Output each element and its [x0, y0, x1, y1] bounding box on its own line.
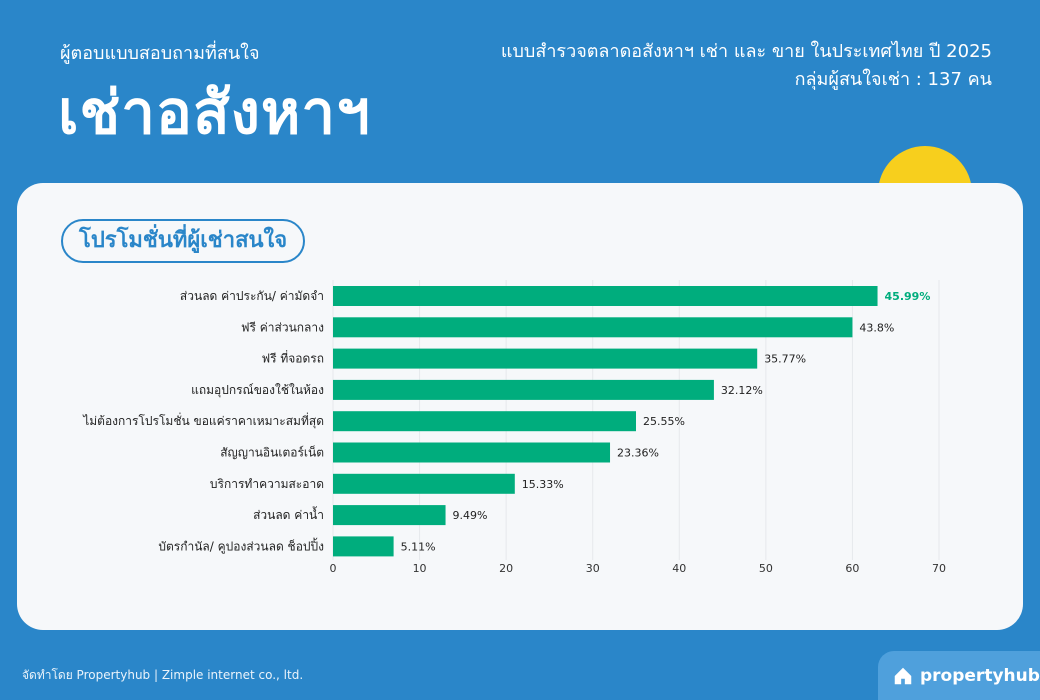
x-tick-label: 20: [499, 562, 513, 575]
category-label: ไม่ต้องการโปรโมชั่น ขอแค่ราคาเหมาะสมที่ส…: [82, 412, 324, 429]
x-tick-label: 40: [672, 562, 686, 575]
data-label: 25.55%: [643, 415, 685, 428]
bar: [333, 317, 853, 338]
x-tick-label: 0: [330, 562, 337, 575]
section-pill: โปรโมชั่นที่ผู้เช่าสนใจ: [61, 219, 306, 263]
chart-card: โปรโมชั่นที่ผู้เช่าสนใจ: [17, 183, 1023, 630]
header-info: แบบสำรวจตลาดอสังหาฯ เช่า และ ขาย ในประเท…: [501, 38, 992, 94]
category-label: สัญญานอินเตอร์เน็ต: [220, 445, 324, 460]
header-subtitle: ผู้ตอบแบบสอบถามที่สนใจ: [60, 43, 260, 64]
category-label: บริการทำความสะอาด: [210, 477, 324, 491]
house-logo-icon: [894, 667, 912, 684]
data-label: 5.11%: [401, 540, 436, 553]
data-label: 32.12%: [721, 384, 763, 397]
bar: [333, 411, 636, 432]
data-label: 45.99%: [885, 290, 931, 303]
footer-credit: จัดทำโดย Propertyhub | Zimple internet c…: [22, 668, 304, 682]
bar: [333, 505, 446, 526]
category-label: ฟรี ที่จอดรถ: [262, 350, 324, 366]
category-label: ส่วนลด ค่าน้ำ: [253, 506, 324, 522]
brand-badge: propertyhub: [878, 651, 1040, 700]
survey-title: แบบสำรวจตลาดอสังหาฯ เช่า และ ขาย ในประเท…: [500, 41, 992, 62]
category-label: แถมอุปกรณ์ของใช้ในห้อง: [191, 383, 324, 398]
data-label: 15.33%: [522, 478, 564, 491]
x-tick-label: 70: [932, 562, 946, 575]
x-tick-label: 10: [413, 562, 427, 575]
bar: [333, 442, 611, 463]
bar: [333, 536, 394, 557]
category-label: ฟรี ค่าส่วนกลาง: [241, 320, 324, 334]
category-label: บัตรกำนัล/ คูปองส่วนลด ช็อปปิ้ง: [158, 537, 324, 554]
bar: [333, 348, 758, 369]
x-tick-label: 50: [759, 562, 773, 575]
bar: [333, 379, 714, 400]
bar: [333, 473, 515, 494]
category-label: ส่วนลด ค่าประกัน/ ค่ามัดจำ: [180, 289, 324, 303]
data-label: 9.49%: [453, 509, 488, 522]
data-label: 23.36%: [617, 447, 659, 460]
data-label: 43.8%: [859, 321, 894, 334]
brand-name: propertyhub: [920, 665, 1040, 686]
sample-size: กลุ่มผู้สนใจเช่า : 137 คน: [794, 69, 992, 90]
bar: [333, 286, 878, 306]
page-title: เช่าอสังหาฯ: [58, 78, 371, 148]
data-label: 35.77%: [764, 353, 806, 366]
x-tick-label: 30: [586, 562, 600, 575]
x-tick-label: 60: [845, 562, 859, 575]
